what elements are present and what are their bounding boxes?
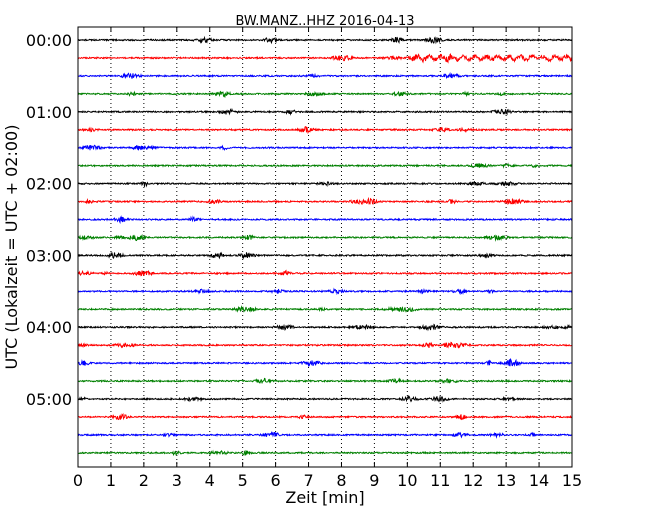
x-axis-ticks: 0 1 2 3 4 5 6 7 8 9 10 11 12 13 14 15 <box>73 27 582 490</box>
x-tick-label: 13 <box>496 471 516 490</box>
x-tick-label: 15 <box>562 471 582 490</box>
x-tick-label: 12 <box>463 471 483 490</box>
seismic-trace <box>77 449 573 457</box>
x-tick-label: 8 <box>336 471 346 490</box>
x-tick-label: 9 <box>369 471 379 490</box>
y-tick-label: 05:00 <box>26 390 72 409</box>
y-axis-ticks: 00:00 01:00 02:00 03:00 04:00 05:00 <box>26 31 572 409</box>
x-gridlines <box>110 27 540 467</box>
x-tick-label: 14 <box>529 471 549 490</box>
seismic-trace <box>77 107 573 116</box>
seismic-trace <box>77 180 573 188</box>
x-tick-label: 6 <box>271 471 281 490</box>
seismic-trace <box>77 377 573 384</box>
seismic-trace <box>77 341 573 349</box>
seismic-trace <box>77 287 573 296</box>
seismic-trace <box>77 144 573 151</box>
y-tick-label: 00:00 <box>26 31 72 50</box>
x-tick-label: 10 <box>397 471 417 490</box>
x-tick-label: 0 <box>73 471 83 490</box>
seismic-traces <box>77 35 573 457</box>
seismic-trace <box>77 90 573 99</box>
seismic-trace <box>77 35 573 45</box>
y-tick-label: 02:00 <box>26 175 72 194</box>
seismic-trace <box>77 71 573 80</box>
plot-frame <box>77 26 573 468</box>
seismic-trace <box>77 251 573 260</box>
x-tick-label: 7 <box>303 471 313 490</box>
seismic-trace <box>77 233 573 242</box>
seismic-trace <box>77 394 573 403</box>
seismic-trace <box>77 162 573 169</box>
seismic-trace <box>77 126 573 135</box>
x-tick-label: 11 <box>430 471 450 490</box>
seismic-trace <box>77 269 573 277</box>
seismic-trace <box>77 412 573 421</box>
chart-title: BW.MANZ..HHZ 2016-04-13 <box>235 14 414 29</box>
seismic-trace <box>77 196 573 206</box>
y-tick-label: 04:00 <box>26 318 72 337</box>
x-tick-label: 1 <box>106 471 116 490</box>
x-axis-label: Zeit [min] <box>285 488 364 507</box>
y-axis-label: UTC (Lokalzeit = UTC + 02:00) <box>2 125 21 370</box>
seismic-trace <box>77 53 573 64</box>
y-tick-label: 01:00 <box>26 103 72 122</box>
seismic-trace <box>77 357 573 368</box>
x-tick-label: 4 <box>205 471 215 490</box>
seismic-trace <box>77 305 573 313</box>
x-tick-label: 3 <box>172 471 182 490</box>
y-tick-label: 03:00 <box>26 246 72 265</box>
seismic-trace <box>77 215 573 225</box>
seismic-trace <box>77 323 573 332</box>
seismic-trace <box>77 431 573 439</box>
x-tick-label: 2 <box>139 471 149 490</box>
x-tick-label: 5 <box>238 471 248 490</box>
